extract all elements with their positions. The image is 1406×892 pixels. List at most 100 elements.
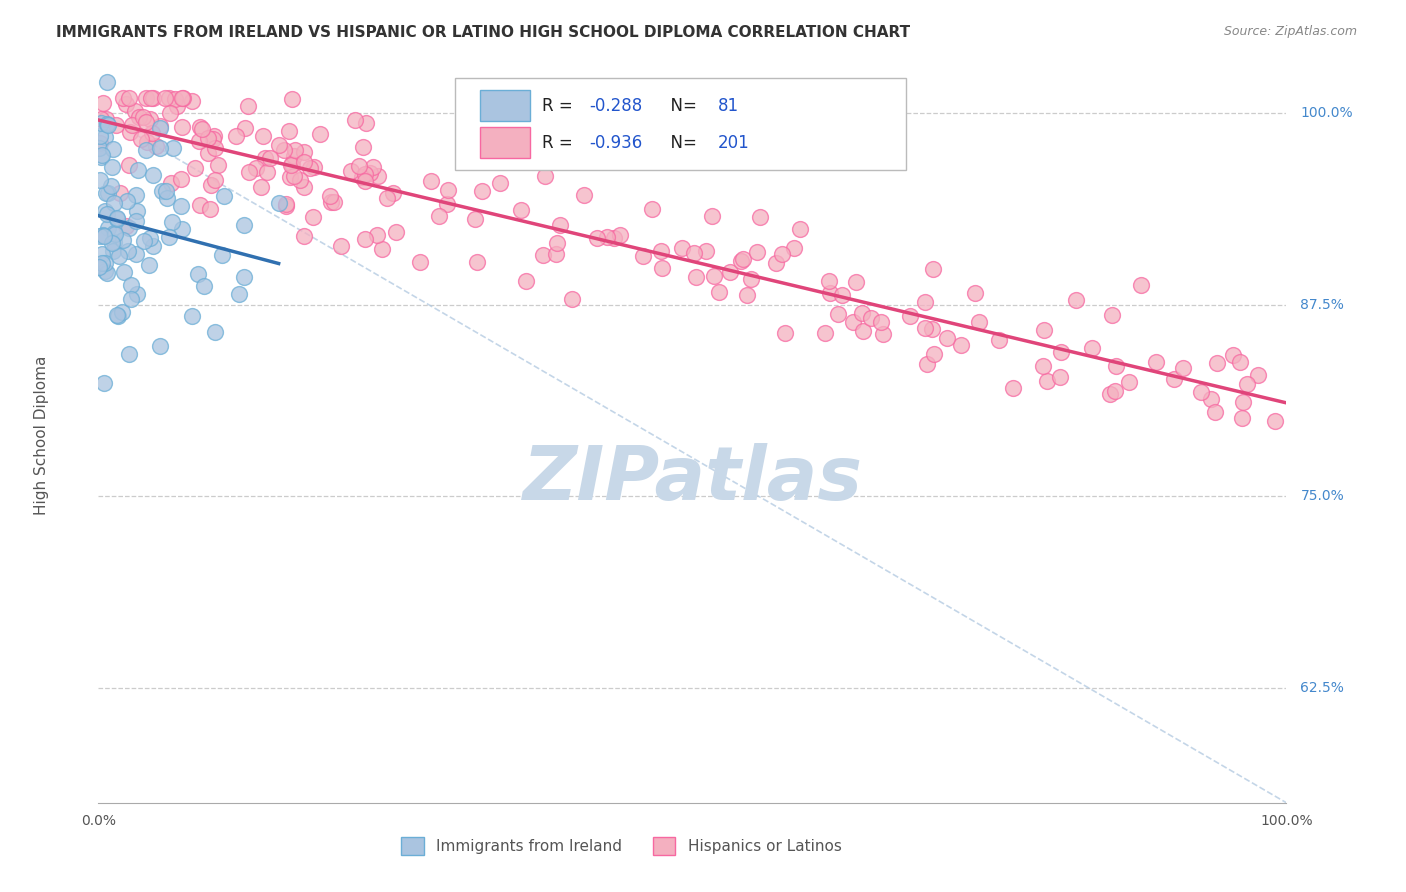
Point (267, 196, 290, 211)
Point (250, 180, 273, 194)
Point (898, 309, 921, 323)
Point (149, 338, 172, 352)
Point (96, 207, 118, 221)
Point (703, 268, 725, 283)
Text: 100.0%: 100.0% (1301, 106, 1353, 120)
Point (1173, 360, 1195, 375)
Point (202, 128, 225, 143)
Point (510, 203, 533, 218)
Point (319, 195, 342, 210)
Point (1163, 372, 1185, 386)
Point (157, 230, 180, 244)
Text: IMMIGRANTS FROM IRELAND VS HISPANIC OR LATINO HIGH SCHOOL DIPLOMA CORRELATION CH: IMMIGRANTS FROM IRELAND VS HISPANIC OR L… (56, 25, 910, 40)
Point (166, 99, 188, 113)
Point (170, 90, 193, 104)
Point (120, 292, 142, 306)
Point (100, 235, 122, 250)
Point (117, 158, 139, 172)
Point (544, 247, 567, 261)
Point (259, 151, 281, 165)
Point (533, 169, 555, 183)
Point (377, 191, 399, 205)
Point (1101, 308, 1123, 322)
Point (155, 184, 177, 198)
Text: N=: N= (661, 97, 697, 115)
Point (253, 151, 276, 165)
Point (1118, 375, 1140, 389)
Point (91, 95, 114, 110)
Text: ZIPatlas: ZIPatlas (523, 442, 862, 516)
Point (1144, 354, 1167, 368)
Point (125, 246, 148, 260)
Point (225, 129, 247, 144)
Point (783, 241, 806, 255)
Point (987, 333, 1010, 347)
Point (354, 116, 377, 130)
Point (354, 167, 377, 181)
Point (359, 166, 381, 180)
FancyBboxPatch shape (479, 90, 530, 121)
Point (789, 222, 811, 236)
Point (367, 169, 389, 184)
Point (915, 357, 938, 371)
Point (191, 122, 214, 136)
Point (1204, 405, 1226, 419)
Point (1104, 384, 1126, 398)
Point (651, 260, 673, 275)
Point (245, 161, 267, 176)
Point (207, 158, 229, 172)
Point (96, 266, 118, 280)
Point (193, 279, 215, 293)
Point (361, 160, 384, 174)
Point (93, 228, 115, 243)
Point (141, 126, 163, 140)
Text: 75.0%: 75.0% (1301, 489, 1344, 503)
Point (770, 246, 793, 260)
Point (94, 264, 117, 278)
Point (1098, 387, 1121, 401)
Point (274, 199, 297, 213)
Point (139, 90, 162, 104)
Point (467, 255, 489, 269)
Point (104, 118, 127, 132)
Point (748, 211, 770, 225)
Point (950, 337, 973, 351)
Point (292, 145, 315, 159)
Point (93, 376, 115, 390)
Point (827, 307, 849, 321)
Point (142, 239, 165, 253)
Point (160, 177, 183, 191)
Point (278, 170, 301, 185)
Point (561, 292, 583, 306)
Point (93, 204, 115, 219)
Point (814, 326, 837, 340)
Point (489, 176, 512, 190)
Text: N=: N= (661, 134, 697, 152)
Point (149, 141, 172, 155)
Point (135, 115, 157, 129)
Point (1236, 377, 1258, 392)
Point (256, 165, 278, 179)
Point (89, 141, 111, 155)
Point (350, 169, 373, 184)
Point (129, 131, 152, 145)
Point (1206, 356, 1229, 370)
Point (112, 265, 135, 279)
Legend: Immigrants from Ireland, Hispanics or Latinos: Immigrants from Ireland, Hispanics or La… (395, 830, 848, 862)
Point (914, 295, 936, 310)
Point (1064, 293, 1087, 308)
Point (232, 270, 254, 285)
Point (1232, 395, 1254, 409)
Point (735, 288, 758, 302)
Point (103, 226, 125, 240)
Point (1222, 348, 1244, 362)
Point (339, 163, 361, 178)
Text: 87.5%: 87.5% (1301, 298, 1344, 311)
Point (111, 233, 134, 247)
Point (765, 255, 787, 269)
Point (90, 148, 112, 162)
Point (142, 169, 165, 183)
Text: High School Diploma: High School Diploma (34, 355, 49, 515)
Point (292, 180, 315, 194)
Point (323, 194, 346, 209)
